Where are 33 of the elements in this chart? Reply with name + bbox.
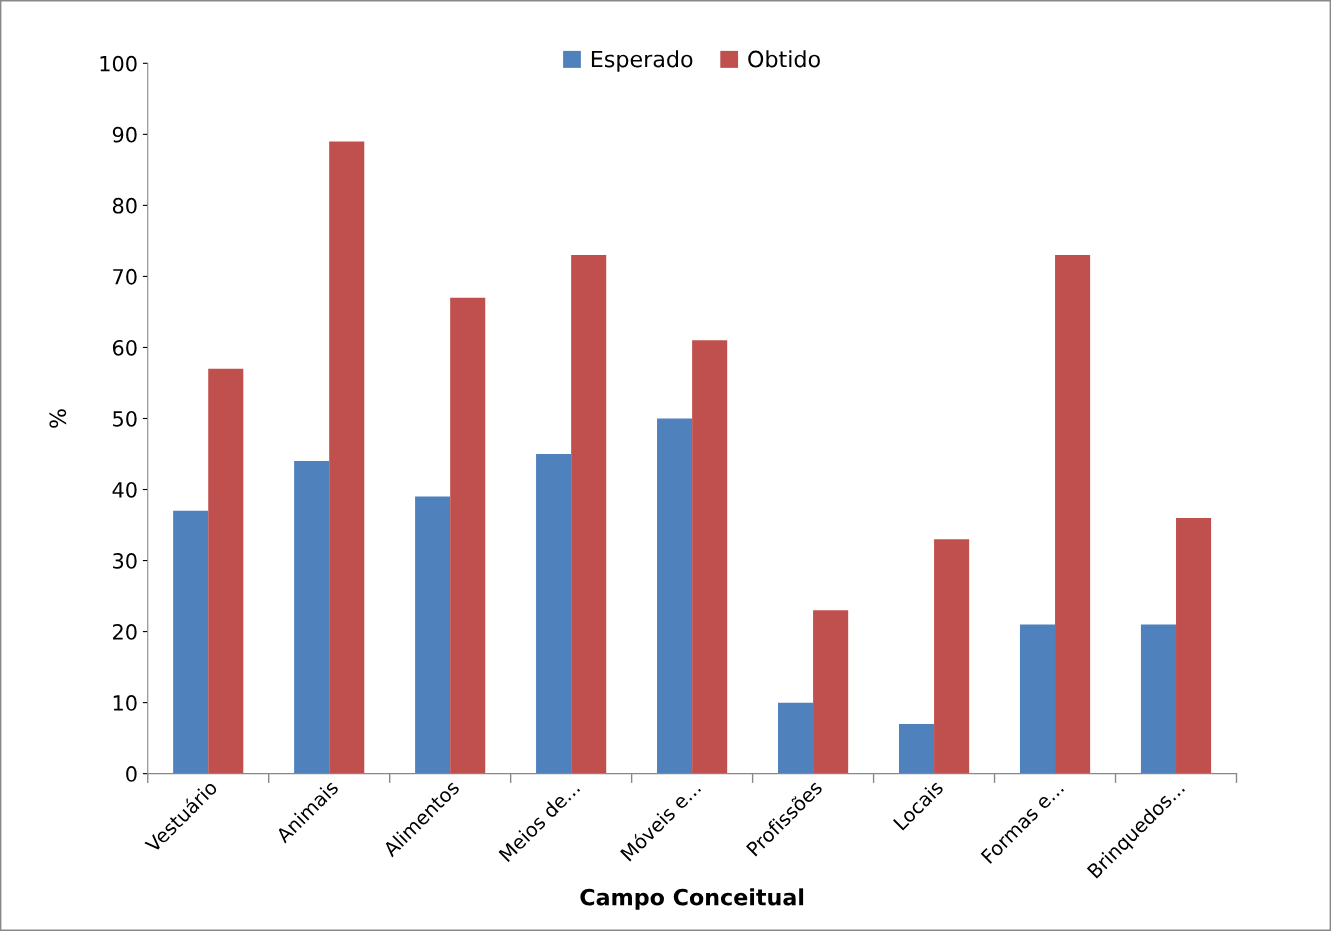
bar [208, 368, 244, 774]
y-tick-label: 100 [100, 55, 137, 72]
bar [898, 723, 935, 774]
bar [329, 141, 365, 774]
bar [1176, 517, 1212, 774]
y-tick-label: 70 [113, 268, 137, 285]
bar [294, 461, 330, 774]
y-tick-label: 10 [113, 695, 137, 711]
bar [1019, 624, 1056, 774]
bar [934, 539, 970, 774]
bar [778, 702, 814, 774]
bar [1140, 624, 1177, 774]
y-tick-label: 60 [112, 339, 137, 356]
legend-label: Obtido [748, 50, 820, 68]
y-tick-label: 20 [113, 624, 137, 640]
legend-label: Esperado [591, 50, 693, 72]
bar [1055, 255, 1091, 774]
y-tick-label: 50 [113, 410, 137, 427]
y-tick-label: 40 [112, 481, 137, 498]
bar [173, 510, 209, 774]
y-tick-label: 0 [126, 766, 137, 782]
y-axis-title: % [49, 409, 67, 428]
bar [571, 255, 607, 774]
y-tick-label: 30 [113, 553, 137, 569]
y-tick-label: 90 [112, 126, 137, 143]
bar [657, 418, 693, 774]
bar [536, 454, 572, 774]
bar [692, 340, 728, 774]
x-axis-title: Campo Conceitual [580, 888, 804, 910]
y-tick-label: 80 [112, 197, 137, 214]
bar [450, 297, 486, 774]
bar [415, 496, 451, 774]
bar [813, 610, 849, 774]
